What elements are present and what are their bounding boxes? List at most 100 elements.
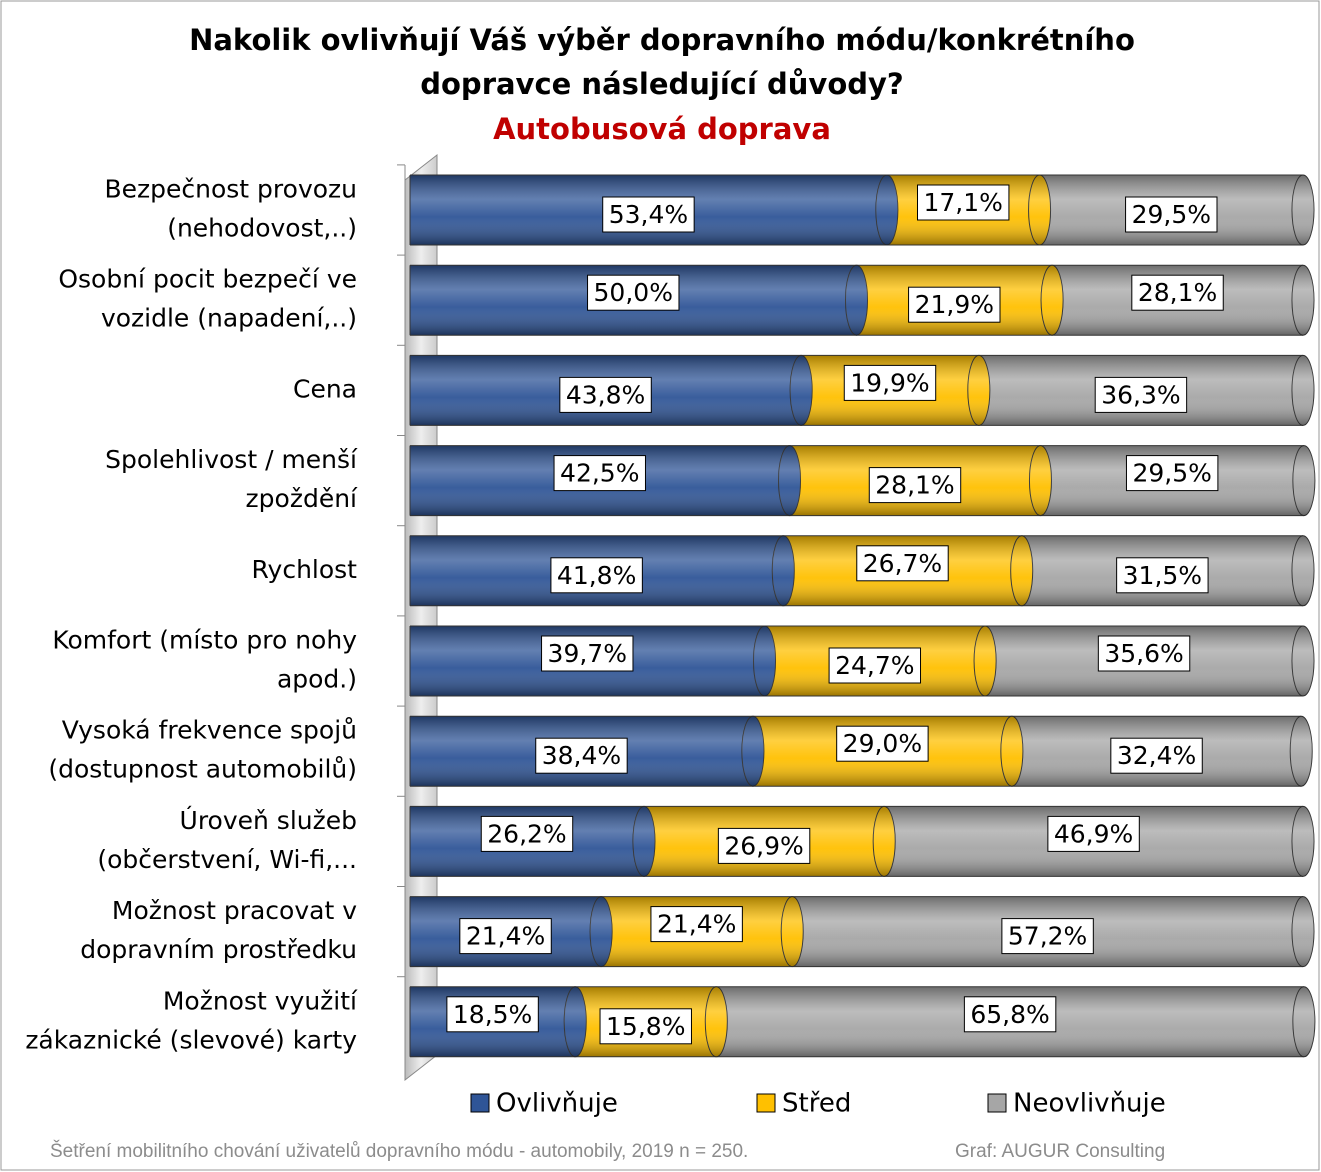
value-label: 53,4% bbox=[609, 200, 688, 229]
value-label-box bbox=[550, 557, 643, 594]
bar-cap-shading bbox=[875, 175, 898, 245]
chart-title: Nakolik ovlivňují Váš výběr dopravního m… bbox=[189, 23, 1135, 57]
value-label: 26,9% bbox=[724, 831, 803, 860]
value-label-box bbox=[541, 635, 634, 672]
value-label: 18,5% bbox=[453, 1000, 532, 1029]
value-label-box bbox=[446, 996, 539, 1033]
value-label-box bbox=[1094, 376, 1188, 413]
category-label: zpoždění bbox=[246, 484, 359, 513]
bar-cap-shading bbox=[741, 716, 764, 787]
bar-cap-shading bbox=[1292, 355, 1314, 426]
value-label: 41,8% bbox=[557, 561, 636, 590]
value-label-box bbox=[963, 996, 1057, 1033]
bar-segment bbox=[884, 805, 1315, 877]
bar-segment bbox=[1021, 535, 1315, 607]
category-label: Spolehlivost / menší bbox=[105, 445, 358, 474]
category-label: Rychlost bbox=[252, 555, 358, 584]
legend-label: Střed bbox=[782, 1089, 851, 1119]
value-label: 29,5% bbox=[1132, 200, 1211, 229]
value-label: 31,5% bbox=[1123, 561, 1202, 590]
value-label-box bbox=[908, 286, 1001, 323]
value-label-box bbox=[459, 918, 552, 955]
value-label: 26,2% bbox=[487, 819, 566, 848]
bar-cap-shading bbox=[845, 265, 868, 336]
value-label-box bbox=[650, 906, 743, 943]
bar-cap-shading bbox=[590, 896, 613, 967]
value-label: 21,4% bbox=[466, 922, 545, 951]
value-label-box bbox=[868, 467, 962, 504]
value-label: 24,7% bbox=[835, 651, 914, 680]
category-label: (nehodovost,..) bbox=[167, 214, 357, 243]
value-label-box bbox=[1131, 274, 1224, 311]
value-label-box bbox=[1125, 455, 1219, 492]
bar-cap-shading bbox=[1028, 175, 1051, 245]
bar-cap-shading bbox=[790, 355, 813, 426]
value-label: 39,7% bbox=[548, 639, 627, 668]
bar-cap-shading bbox=[781, 896, 804, 967]
legend-swatch bbox=[470, 1093, 490, 1113]
category-label: Bezpečnost provozu bbox=[104, 175, 357, 204]
value-label: 57,2% bbox=[1008, 922, 1087, 951]
category-label: Osobní pocit bezpečí ve bbox=[58, 265, 357, 294]
value-label: 29,0% bbox=[843, 729, 922, 758]
value-label-box bbox=[828, 647, 922, 684]
legend-label: Ovlivňuje bbox=[496, 1089, 618, 1119]
value-label: 28,1% bbox=[875, 471, 954, 500]
bar-cap-shading bbox=[1000, 716, 1023, 787]
value-label: 26,7% bbox=[863, 549, 942, 578]
bar-cap-shading bbox=[1029, 445, 1052, 516]
chart-title: dopravce následující důvody? bbox=[420, 67, 903, 101]
bar-cap-shading bbox=[1292, 175, 1314, 245]
category-label: Úroveň služeb bbox=[180, 805, 357, 835]
bar-cap-shading bbox=[1010, 535, 1033, 606]
bar-cap-shading bbox=[1292, 896, 1314, 967]
bar-cap-shading bbox=[1292, 626, 1314, 696]
bar-cap-shading bbox=[1292, 986, 1315, 1057]
bar-cap-shading bbox=[873, 806, 896, 877]
category-label: (dostupnost automobilů) bbox=[48, 755, 357, 784]
bar-cap-shading bbox=[1292, 806, 1314, 877]
value-label: 21,9% bbox=[915, 290, 994, 319]
value-label-box bbox=[1047, 815, 1140, 852]
value-label: 19,9% bbox=[850, 368, 929, 397]
value-label-box bbox=[917, 184, 1010, 221]
value-label: 42,5% bbox=[560, 459, 639, 488]
bar-cap-shading bbox=[753, 626, 776, 696]
value-label-box bbox=[587, 274, 680, 311]
value-label: 65,8% bbox=[970, 1000, 1049, 1029]
value-label: 46,9% bbox=[1054, 819, 1133, 848]
category-label: Vysoká frekvence spojů bbox=[62, 716, 357, 745]
bar-cap-shading bbox=[967, 355, 990, 426]
bar-cap-shading bbox=[1041, 265, 1064, 336]
category-label: zákaznické (slevové) karty bbox=[25, 1025, 357, 1054]
bar-cap-shading bbox=[772, 535, 795, 606]
value-label-box bbox=[602, 196, 695, 233]
bar-cap-shading bbox=[1292, 445, 1315, 516]
value-label-box bbox=[480, 815, 574, 852]
value-label: 36,3% bbox=[1101, 380, 1180, 409]
value-label: 43,8% bbox=[566, 380, 645, 409]
value-label-box bbox=[843, 364, 937, 401]
value-label: 35,6% bbox=[1104, 639, 1183, 668]
bar-cap-shading bbox=[1292, 535, 1314, 606]
value-label-box bbox=[856, 545, 949, 582]
value-label-box bbox=[1001, 918, 1094, 955]
value-label-box bbox=[1116, 557, 1209, 594]
category-label: Cena bbox=[293, 374, 357, 403]
chart-subtitle: Autobusová doprava bbox=[493, 112, 831, 146]
value-label: 32,4% bbox=[1117, 741, 1196, 770]
footnote: Šetření mobilitního chování uživatelů do… bbox=[50, 1140, 748, 1162]
legend-swatch bbox=[756, 1093, 776, 1113]
bar-cap-shading bbox=[1292, 265, 1314, 336]
value-label: 28,1% bbox=[1138, 278, 1217, 307]
value-label-box bbox=[1125, 196, 1218, 233]
category-label: apod.) bbox=[277, 665, 357, 694]
credit: Graf: AUGUR Consulting bbox=[955, 1141, 1165, 1162]
value-label-box bbox=[599, 1008, 692, 1045]
bar-cap-shading bbox=[705, 986, 728, 1057]
category-label: Komfort (místo pro nohy bbox=[52, 626, 357, 655]
value-label-box bbox=[717, 827, 811, 864]
value-label: 15,8% bbox=[606, 1012, 685, 1041]
category-label: Možnost pracovat v bbox=[112, 896, 357, 925]
bar-cap-shading bbox=[564, 986, 587, 1057]
